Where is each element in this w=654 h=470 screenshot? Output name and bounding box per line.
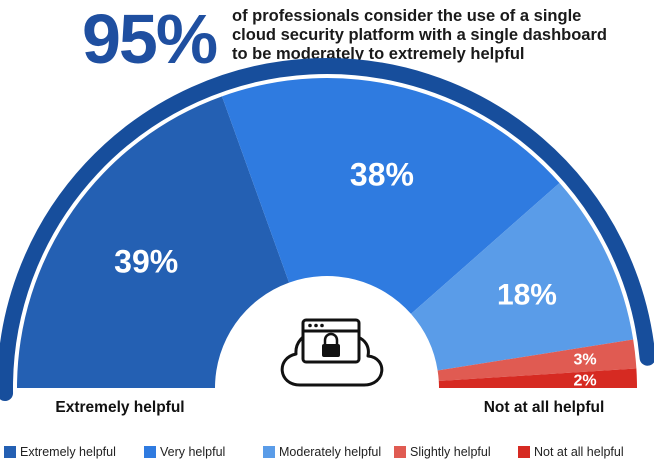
legend-label: Not at all helpful (534, 445, 624, 459)
legend-item: Moderately helpful (263, 445, 381, 459)
legend-swatch (4, 446, 16, 458)
slice-label: 3% (573, 352, 596, 369)
chart-legend: Extremely helpful Very helpful Moderately … (4, 445, 654, 465)
slice-label: 2% (573, 372, 596, 389)
cloud-lock-icon (282, 320, 382, 385)
legend-item: Extremely helpful (4, 445, 116, 459)
slice-label: 38% (350, 156, 414, 192)
left-end-label: Extremely helpful (55, 399, 184, 416)
legend-item: Slightly helpful (394, 445, 491, 459)
legend-label: Extremely helpful (20, 445, 116, 459)
legend-swatch (518, 446, 530, 458)
legend-swatch (144, 446, 156, 458)
legend-item: Very helpful (144, 445, 225, 459)
right-end-label: Not at all helpful (484, 399, 605, 416)
slice-label: 39% (114, 243, 178, 279)
legend-label: Slightly helpful (410, 445, 491, 459)
legend-swatch (394, 446, 406, 458)
legend-swatch (263, 446, 275, 458)
legend-label: Moderately helpful (279, 445, 381, 459)
legend-label: Very helpful (160, 445, 225, 459)
slice-label: 18% (497, 279, 557, 312)
legend-item: Not at all helpful (518, 445, 624, 459)
